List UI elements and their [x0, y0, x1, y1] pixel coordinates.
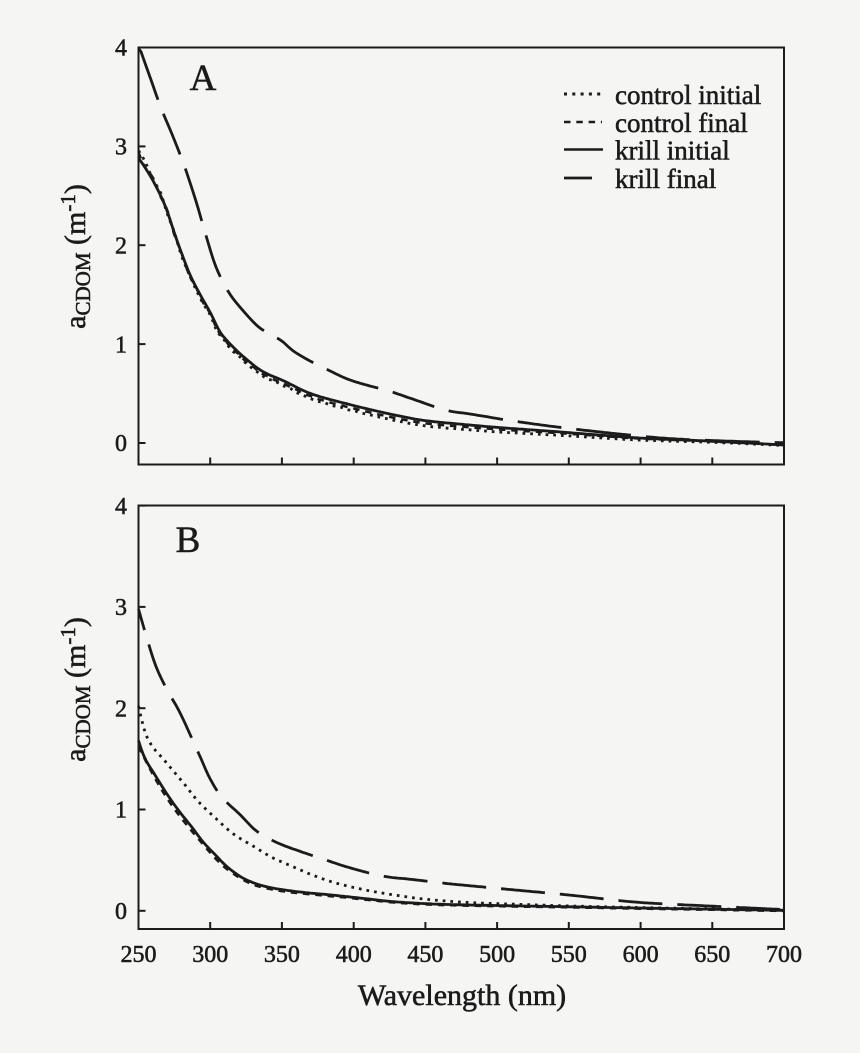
- svg-text:3: 3: [115, 595, 127, 621]
- svg-text:550: 550: [551, 942, 587, 968]
- svg-text:control initial: control initial: [615, 80, 761, 110]
- svg-text:krill initial: krill initial: [615, 136, 730, 166]
- svg-text:500: 500: [479, 942, 515, 968]
- svg-text:B: B: [176, 520, 201, 561]
- svg-text:0: 0: [115, 899, 127, 925]
- svg-text:krill final: krill final: [615, 164, 716, 194]
- svg-text:2: 2: [115, 696, 127, 722]
- svg-text:2: 2: [115, 233, 127, 259]
- svg-text:4: 4: [115, 36, 127, 62]
- svg-text:700: 700: [766, 942, 802, 968]
- svg-text:3: 3: [115, 135, 127, 161]
- svg-text:4: 4: [115, 494, 127, 520]
- svg-text:aCDOM (m-1): aCDOM (m-1): [56, 617, 95, 762]
- svg-text:control final: control final: [615, 108, 748, 138]
- svg-text:1: 1: [115, 332, 127, 358]
- svg-text:350: 350: [264, 942, 300, 968]
- svg-text:250: 250: [121, 942, 157, 968]
- svg-text:300: 300: [192, 942, 228, 968]
- svg-text:600: 600: [623, 942, 659, 968]
- svg-text:450: 450: [407, 942, 443, 968]
- svg-text:1: 1: [115, 798, 127, 824]
- svg-text:A: A: [190, 58, 217, 99]
- svg-text:400: 400: [336, 942, 372, 968]
- svg-text:0: 0: [115, 431, 127, 457]
- svg-text:650: 650: [694, 942, 730, 968]
- svg-text:Wavelength (nm): Wavelength (nm): [358, 979, 566, 1012]
